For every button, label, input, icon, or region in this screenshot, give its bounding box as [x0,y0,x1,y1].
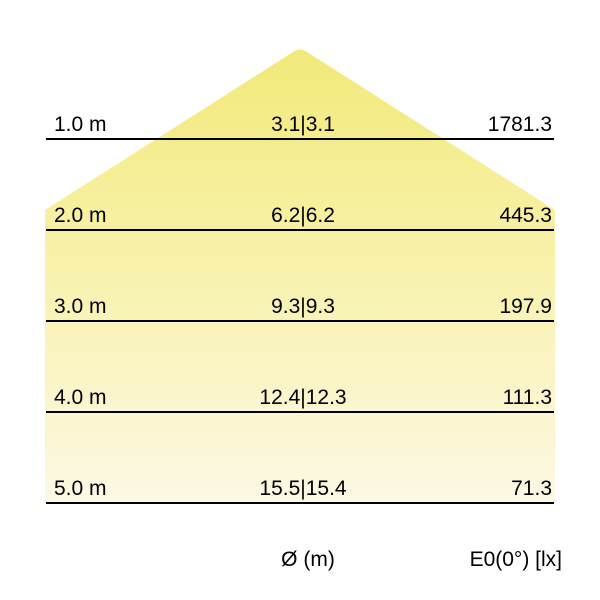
illuminance-value: 445.3 [499,204,552,227]
illuminance-axis-label: E0(0°) [lx] [469,548,562,571]
distance-row-4: 4.0 m 12.4|12.3 111.3 [46,377,554,413]
illuminance-value: 111.3 [502,386,552,409]
distance-label: 3.0 m [54,295,107,318]
illuminance-value: 1781.3 [487,113,552,136]
beam-diameter-value: 12.4|12.3 [259,386,347,409]
illuminance-value: 197.9 [499,295,552,318]
beam-diameter-value: 3.1|3.1 [271,113,335,136]
diameter-axis-label: Ø (m) [281,548,335,571]
distance-row-1: 1.0 m 3.1|3.1 1781.3 [46,104,554,140]
axis-labels: Ø (m) E0(0°) [lx] [46,540,564,570]
distance-label: 4.0 m [54,386,107,409]
distance-row-5: 5.0 m 15.5|15.4 71.3 [46,468,554,504]
beam-diameter-value: 9.3|9.3 [271,295,335,318]
illuminance-value: 71.3 [511,477,552,500]
light-cone-polygon [45,49,555,502]
distance-row-2: 2.0 m 6.2|6.2 445.3 [46,195,554,231]
beam-diameter-value: 15.5|15.4 [259,477,347,500]
distance-label: 2.0 m [54,204,107,227]
beam-diameter-value: 6.2|6.2 [271,204,335,227]
distance-label: 1.0 m [54,113,107,136]
distance-row-3: 3.0 m 9.3|9.3 197.9 [46,286,554,322]
distance-label: 5.0 m [54,477,107,500]
